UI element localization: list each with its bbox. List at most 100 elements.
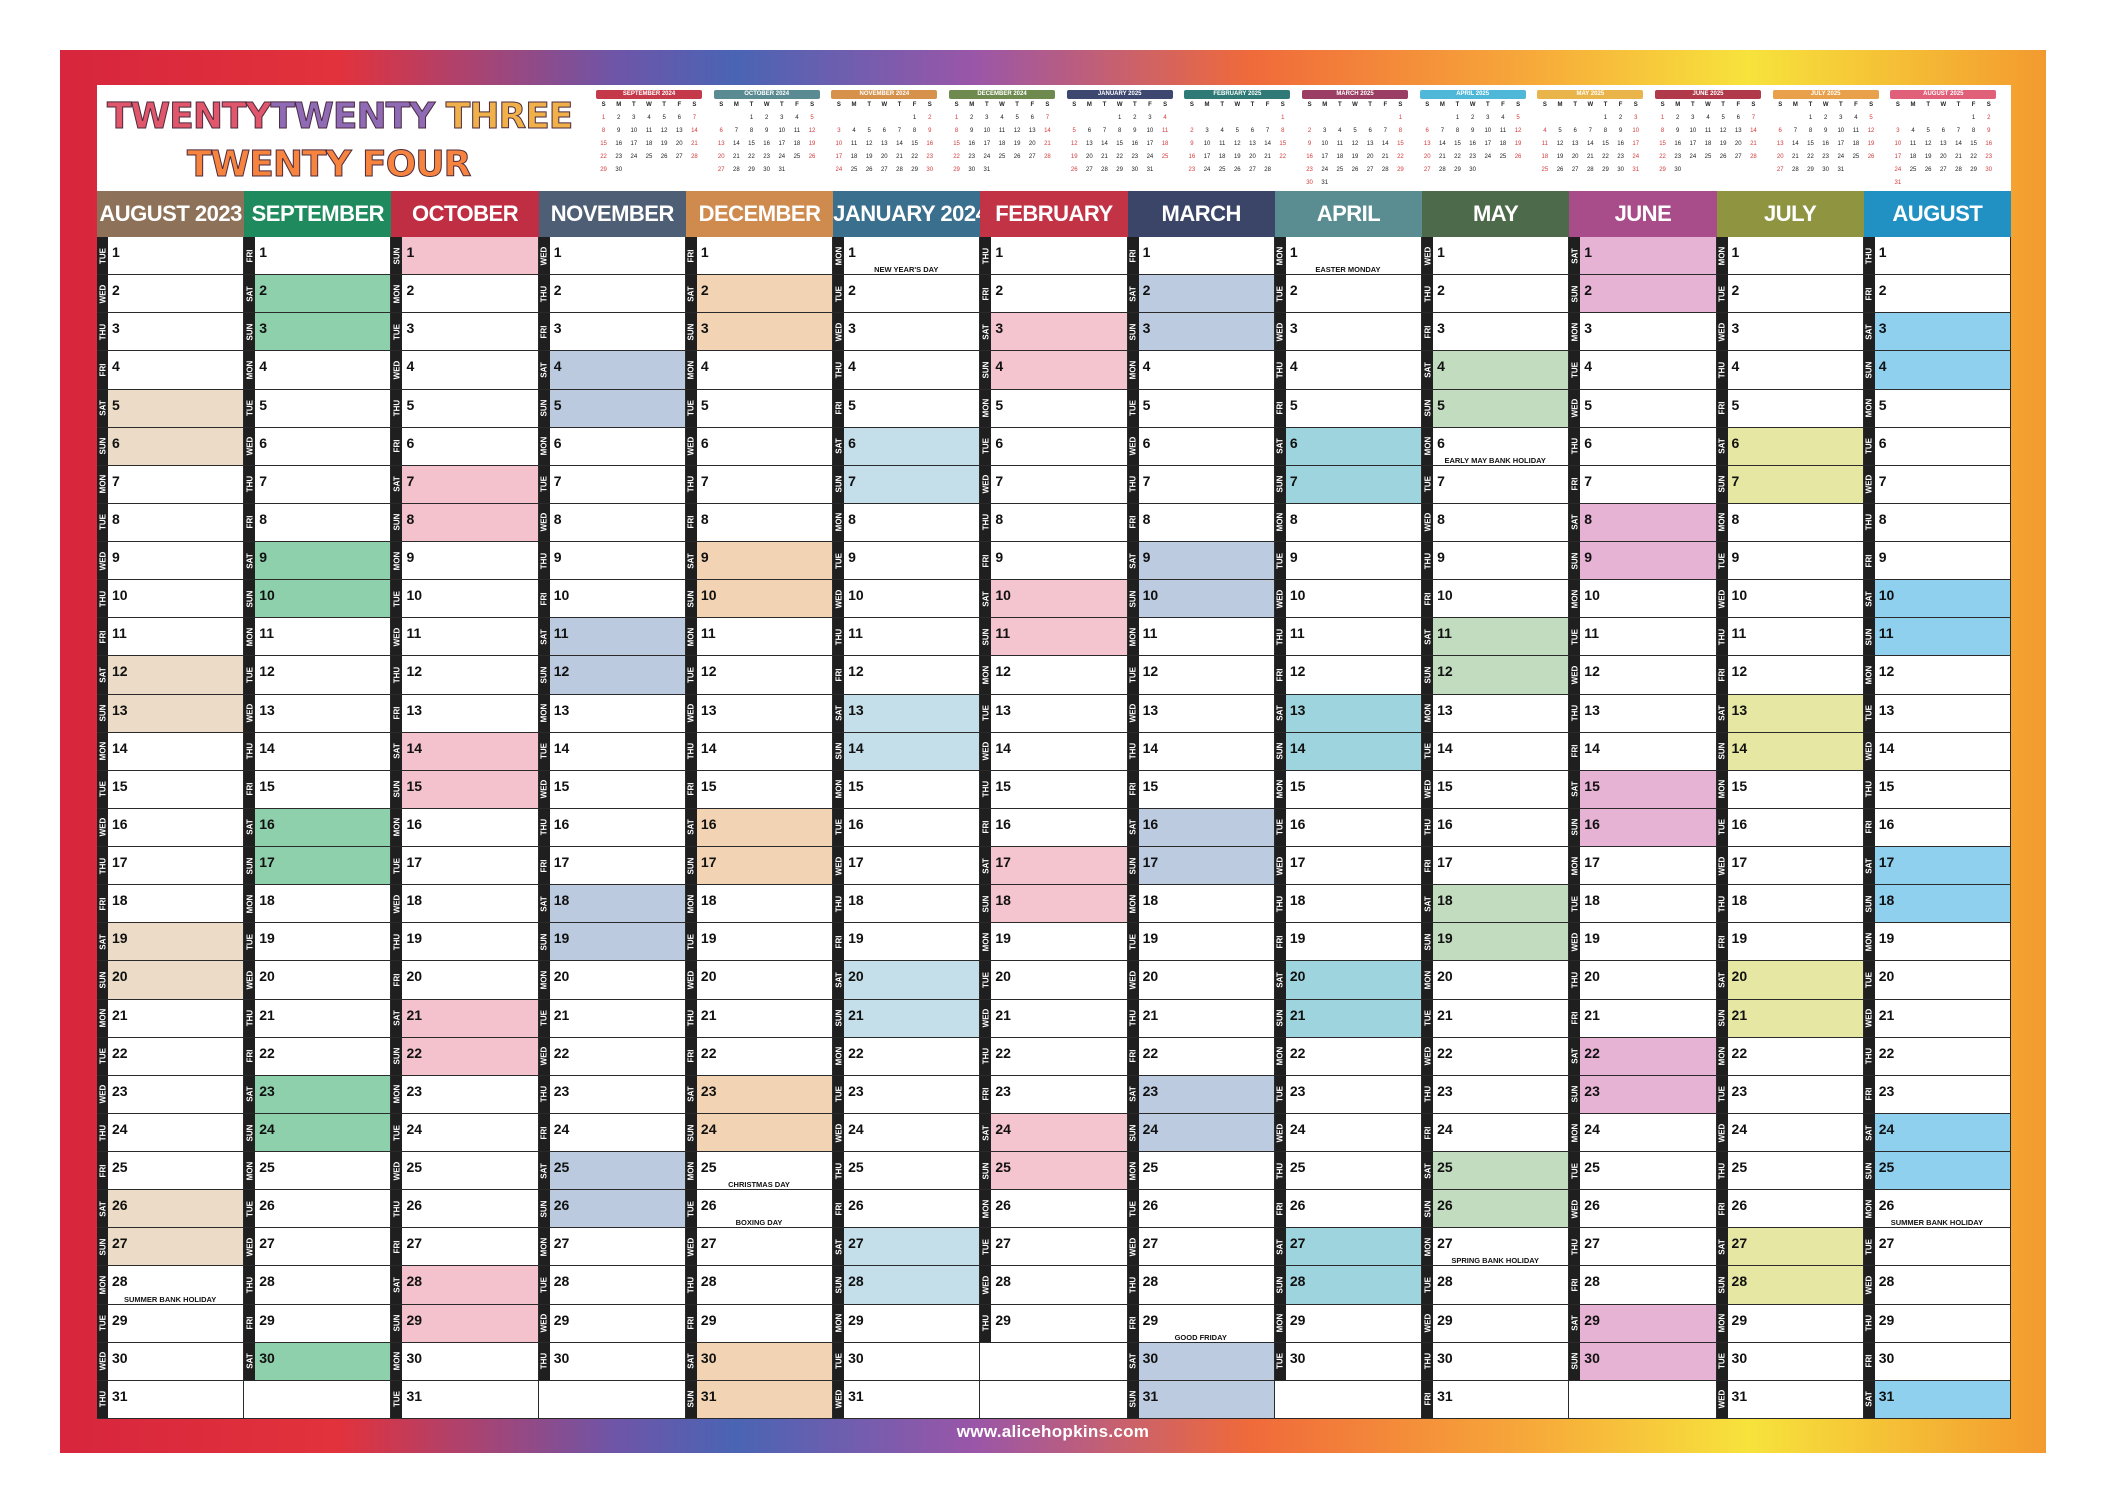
day-cell[interactable]: MON 27 SPRING BANK HOLIDAY [1422, 1228, 1570, 1267]
day-cell[interactable]: SAT 13 [1716, 694, 1864, 733]
day-cell[interactable]: MON 11 [1127, 618, 1275, 657]
day-cell[interactable]: MON 25 [1127, 1152, 1275, 1191]
day-cell[interactable]: SUN 22 [391, 1037, 539, 1076]
day-cell[interactable]: TUE 12 [244, 656, 392, 695]
day-cell[interactable]: SUN 26 [538, 1190, 686, 1229]
day-cell[interactable]: THU 4 [833, 351, 981, 390]
day-cell[interactable]: WED 16 [97, 808, 245, 848]
day-cell[interactable]: SUN 13 [97, 694, 245, 733]
day-cell[interactable]: WED 27 [685, 1228, 834, 1267]
day-cell[interactable]: WED 28 [980, 1266, 1128, 1305]
day-cell[interactable]: FRI 9 [980, 542, 1128, 581]
day-cell[interactable]: SAT 24 [1863, 1113, 2011, 1153]
day-cell[interactable]: THU 28 [1127, 1266, 1275, 1305]
day-cell[interactable]: SUN 31 [685, 1380, 834, 1419]
day-cell[interactable]: MON 22 [1716, 1037, 1864, 1076]
day-cell[interactable]: TUE 20 [1863, 961, 2011, 1000]
day-cell[interactable]: SUN 26 [1422, 1190, 1570, 1229]
day-cell[interactable]: THU 16 [1422, 808, 1570, 848]
day-cell[interactable]: SAT 13 [833, 694, 981, 733]
day-cell[interactable]: SUN 24 [1127, 1113, 1275, 1153]
day-cell[interactable]: MON 14 [97, 732, 245, 771]
day-cell[interactable]: THU 18 [1716, 885, 1864, 924]
day-cell[interactable]: SUN 20 [97, 961, 245, 1000]
day-cell[interactable]: WED 14 [980, 732, 1128, 771]
day-cell[interactable]: THU 30 [1422, 1342, 1570, 1381]
day-cell[interactable]: THU 23 [1422, 1075, 1570, 1114]
day-cell[interactable]: SUN 3 [1127, 313, 1275, 352]
day-cell[interactable]: WED 30 [97, 1342, 245, 1381]
day-cell[interactable]: TUE 3 [391, 313, 539, 352]
day-cell[interactable]: THU 14 [244, 732, 392, 771]
day-cell[interactable]: FRI 23 [1863, 1075, 2011, 1114]
day-cell[interactable]: WED 27 [1127, 1228, 1275, 1267]
day-cell[interactable]: TUE 12 [1127, 656, 1275, 695]
day-cell[interactable]: THU 22 [1863, 1037, 2011, 1076]
day-cell[interactable]: FRI 9 [1863, 542, 2011, 581]
day-cell[interactable]: TUE 30 [1716, 1342, 1864, 1381]
day-cell[interactable]: FRI 24 [538, 1113, 686, 1153]
day-cell[interactable]: WED 3 [1716, 313, 1864, 352]
day-cell[interactable]: SAT 7 [391, 465, 539, 504]
day-cell[interactable]: SAT 23 [1127, 1075, 1275, 1114]
day-cell[interactable]: TUE 17 [391, 847, 539, 886]
day-cell[interactable]: FRI 22 [244, 1037, 392, 1076]
day-cell[interactable]: TUE 7 [538, 465, 686, 504]
day-cell[interactable]: FRI 8 [244, 503, 392, 543]
day-cell[interactable]: THU 1 [980, 237, 1128, 276]
day-cell[interactable]: FRI 16 [1863, 808, 2011, 848]
day-cell[interactable]: SAT 11 [1422, 618, 1570, 657]
day-cell[interactable]: WED 6 [1127, 427, 1275, 466]
day-cell[interactable]: SAT 24 [980, 1113, 1128, 1153]
day-cell[interactable]: SAT 4 [538, 351, 686, 390]
day-cell[interactable]: MON 25 [244, 1152, 392, 1191]
day-cell[interactable]: TUE 19 [1127, 923, 1275, 962]
day-cell[interactable]: MON 11 [244, 618, 392, 657]
day-cell[interactable]: FRI 5 [1716, 389, 1864, 428]
day-cell[interactable]: TUE 26 BOXING DAY [685, 1190, 834, 1229]
day-cell[interactable]: SUN 7 [1274, 465, 1423, 504]
day-cell[interactable]: WED 20 [1127, 961, 1275, 1000]
day-cell[interactable]: WED 27 [244, 1228, 392, 1267]
day-cell[interactable]: WED 25 [391, 1152, 539, 1191]
day-cell[interactable]: TUE 13 [980, 694, 1128, 733]
day-cell[interactable]: SAT 25 [538, 1152, 686, 1191]
day-cell[interactable]: SUN 28 [1274, 1266, 1423, 1305]
day-cell[interactable]: FRI 26 [1274, 1190, 1423, 1229]
day-cell[interactable]: SAT 14 [391, 732, 539, 771]
day-cell[interactable]: FRI 3 [538, 313, 686, 352]
day-cell[interactable]: FRI 10 [538, 580, 686, 619]
day-cell[interactable]: MON 18 [1127, 885, 1275, 924]
day-cell[interactable]: TUE 21 [538, 999, 686, 1038]
day-cell[interactable]: WED 20 [685, 961, 834, 1000]
day-cell[interactable]: SAT 12 [97, 656, 245, 695]
day-cell[interactable]: FRI 19 [1274, 923, 1423, 962]
day-cell[interactable]: SAT 11 [538, 618, 686, 657]
day-cell[interactable]: SAT 13 [1274, 694, 1423, 733]
day-cell[interactable]: MON 22 [833, 1037, 981, 1076]
day-cell[interactable]: FRI 27 [391, 1228, 539, 1267]
day-cell[interactable]: MON 30 [391, 1342, 539, 1381]
day-cell[interactable]: FRI 31 [1422, 1380, 1570, 1419]
day-cell[interactable]: TUE 13 [1863, 694, 2011, 733]
day-cell[interactable]: WED 29 [1422, 1304, 1570, 1343]
day-cell[interactable]: MON 1 [1716, 237, 1864, 276]
day-cell[interactable]: SAT 22 [1569, 1037, 1717, 1076]
day-cell[interactable]: WED 13 [244, 694, 392, 733]
day-cell[interactable]: FRI 8 [685, 503, 834, 543]
day-cell[interactable]: TUE 24 [391, 1113, 539, 1153]
day-cell[interactable]: THU 25 [1716, 1152, 1864, 1191]
day-cell[interactable]: SUN 6 [97, 427, 245, 466]
day-cell[interactable]: SAT 20 [833, 961, 981, 1000]
day-cell[interactable]: SUN 4 [1863, 351, 2011, 390]
day-cell[interactable]: SUN 3 [685, 313, 834, 352]
day-cell[interactable]: THU 26 [391, 1190, 539, 1229]
day-cell[interactable]: SAT 3 [1863, 313, 2011, 352]
day-cell[interactable]: TUE 23 [1716, 1075, 1864, 1114]
day-cell[interactable]: SUN 15 [391, 770, 539, 809]
day-cell[interactable]: SUN 24 [685, 1113, 834, 1153]
day-cell[interactable]: THU 5 [391, 389, 539, 428]
day-cell[interactable]: TUE 16 [1274, 808, 1423, 848]
day-cell[interactable]: FRI 10 [1422, 580, 1570, 619]
day-cell[interactable]: MON 7 [97, 465, 245, 504]
